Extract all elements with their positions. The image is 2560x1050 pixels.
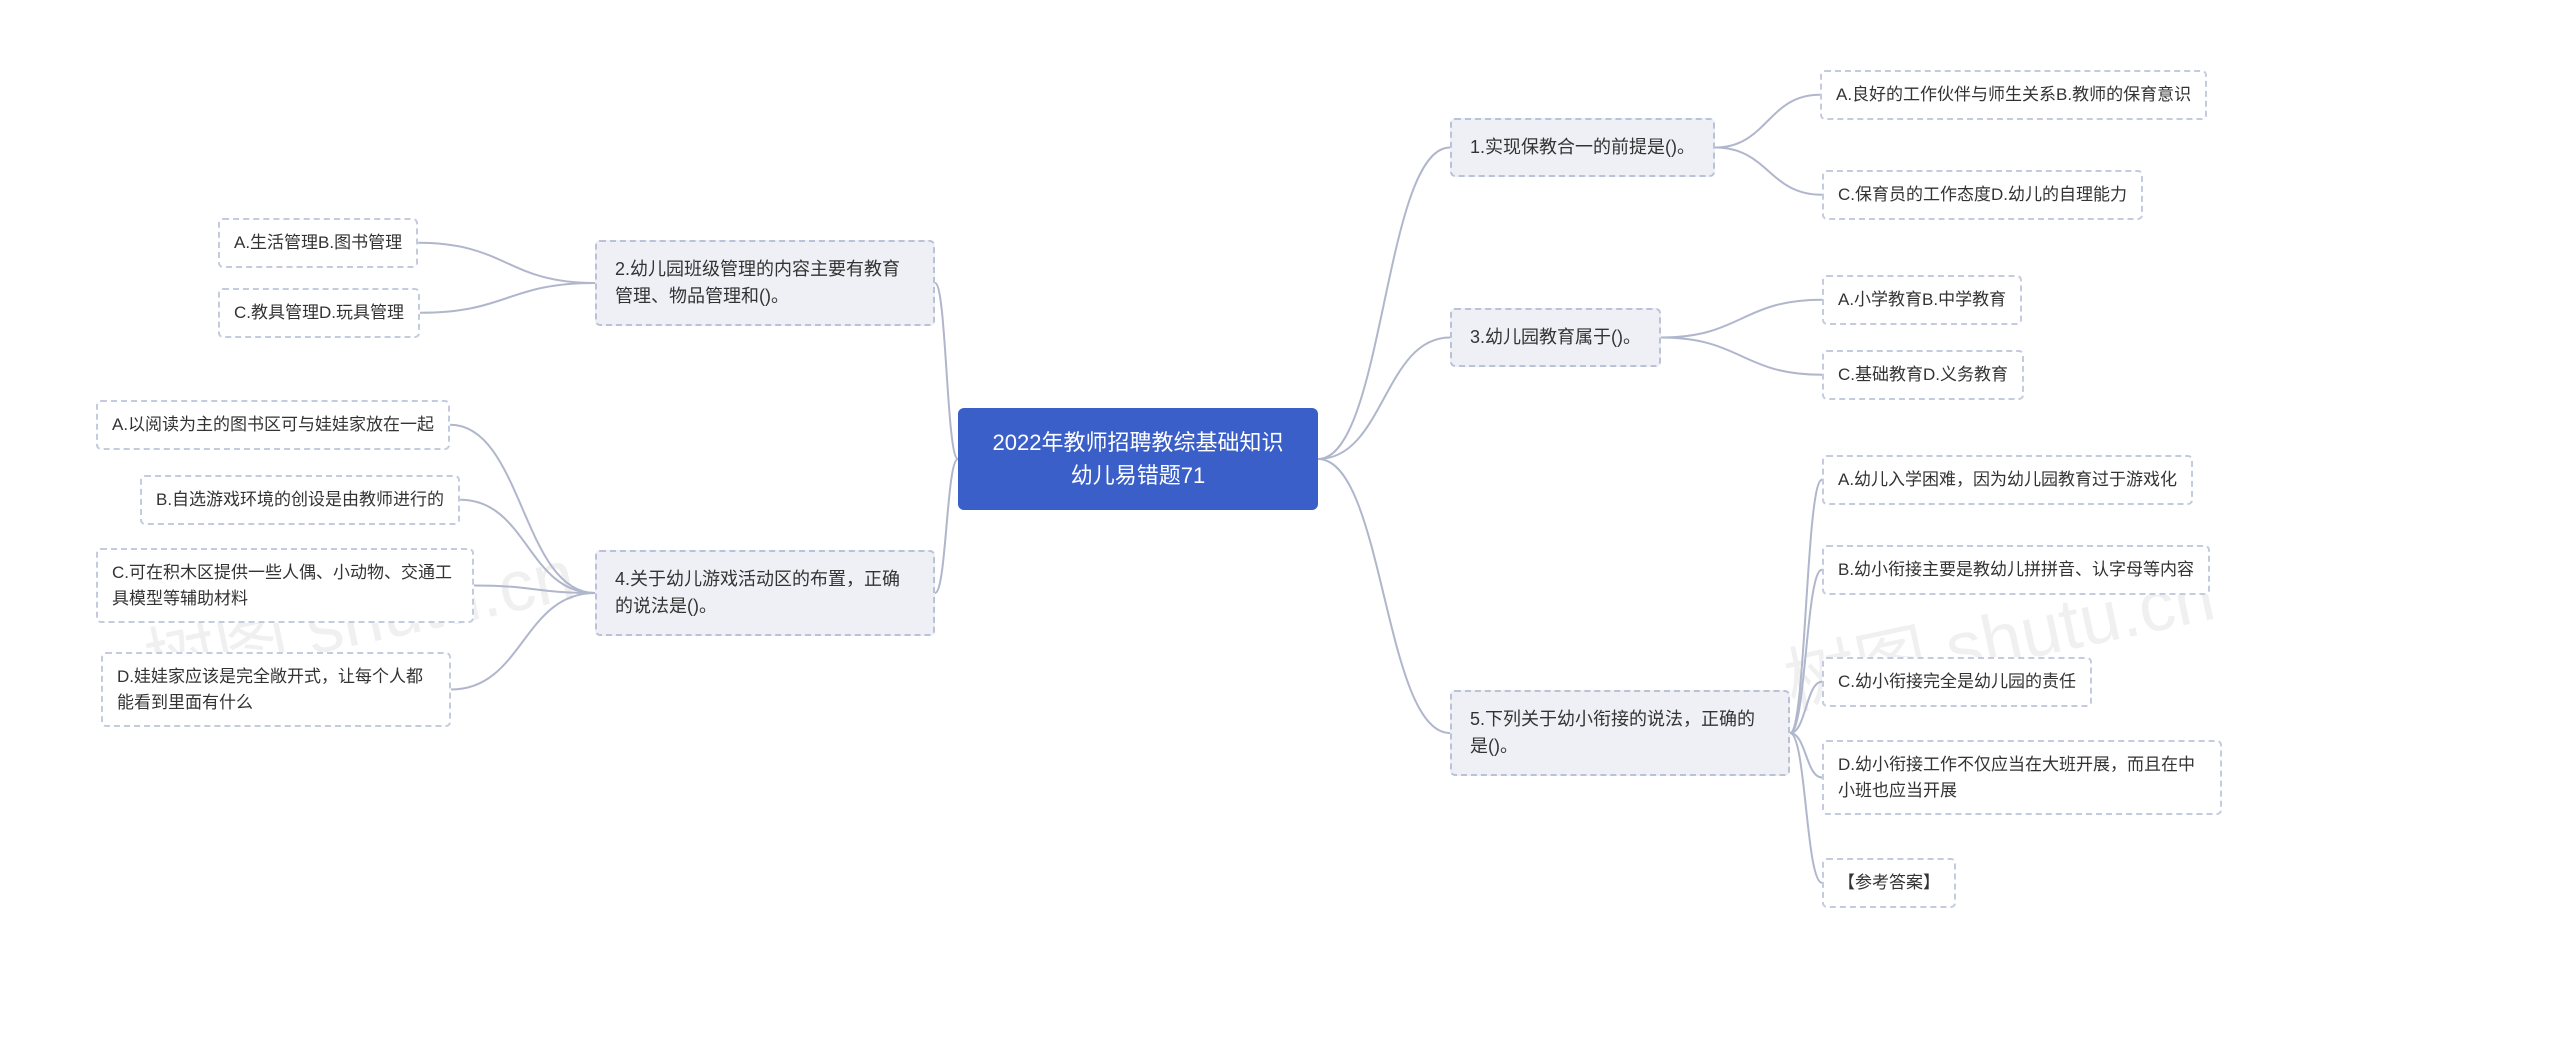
- leaf-node: A.以阅读为主的图书区可与娃娃家放在一起: [96, 400, 450, 450]
- leaf-node: C.基础教育D.义务教育: [1822, 350, 2024, 400]
- leaf-node: C.可在积木区提供一些人偶、小动物、交通工具模型等辅助材料: [96, 548, 474, 623]
- leaf-node: C.幼小衔接完全是幼儿园的责任: [1822, 657, 2092, 707]
- branch-node: 4.关于幼儿游戏活动区的布置，正确的说法是()。: [595, 550, 935, 636]
- leaf-node: 【参考答案】: [1822, 858, 1956, 908]
- leaf-node: C.教具管理D.玩具管理: [218, 288, 420, 338]
- branch-node: 2.幼儿园班级管理的内容主要有教育管理、物品管理和()。: [595, 240, 935, 326]
- leaf-node: B.幼小衔接主要是教幼儿拼拼音、认字母等内容: [1822, 545, 2210, 595]
- center-node: 2022年教师招聘教综基础知识幼儿易错题71: [958, 408, 1318, 510]
- leaf-node: D.幼小衔接工作不仅应当在大班开展，而且在中小班也应当开展: [1822, 740, 2222, 815]
- leaf-node: A.良好的工作伙伴与师生关系B.教师的保育意识: [1820, 70, 2207, 120]
- branch-node: 3.幼儿园教育属于()。: [1450, 308, 1661, 367]
- branch-node: 1.实现保教合一的前提是()。: [1450, 118, 1715, 177]
- leaf-node: C.保育员的工作态度D.幼儿的自理能力: [1822, 170, 2143, 220]
- leaf-node: A.小学教育B.中学教育: [1822, 275, 2022, 325]
- leaf-node: A.幼儿入学困难，因为幼儿园教育过于游戏化: [1822, 455, 2193, 505]
- leaf-node: B.自选游戏环境的创设是由教师进行的: [140, 475, 460, 525]
- leaf-node: A.生活管理B.图书管理: [218, 218, 418, 268]
- branch-node: 5.下列关于幼小衔接的说法，正确的是()。: [1450, 690, 1790, 776]
- leaf-node: D.娃娃家应该是完全敞开式，让每个人都能看到里面有什么: [101, 652, 451, 727]
- connector-layer: [0, 0, 2560, 1050]
